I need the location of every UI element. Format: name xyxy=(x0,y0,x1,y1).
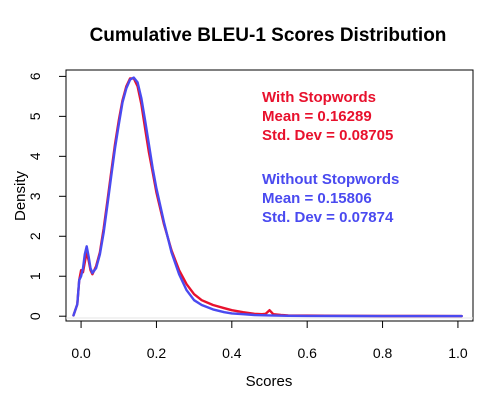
series-layer xyxy=(72,76,463,318)
y-tick-label: 3 xyxy=(27,192,43,200)
chart-title: Cumulative BLEU-1 Scores Distribution xyxy=(90,25,447,46)
y-tick-label: 4 xyxy=(27,152,43,160)
legend-series-stat: Std. Dev = 0.08705 xyxy=(262,127,393,144)
legend-series-stat: Mean = 0.16289 xyxy=(262,108,372,125)
x-tick-label: 1.0 xyxy=(448,345,468,361)
legend-series-stat: Std. Dev = 0.07874 xyxy=(262,209,394,226)
legend-series-stat: Mean = 0.15806 xyxy=(262,190,372,207)
y-tick-label: 6 xyxy=(27,72,43,80)
y-axis-label: Density xyxy=(12,170,29,221)
y-tick-label: 0 xyxy=(27,312,43,320)
y-tick-label: 5 xyxy=(27,112,43,120)
legend-series-name: With Stopwords xyxy=(262,89,376,106)
x-axis: 0.0 0.2 0.4 0.6 0.8 1.0 xyxy=(71,320,468,361)
series-line-without-stopwords xyxy=(72,76,463,318)
y-tick-label: 2 xyxy=(27,232,43,240)
y-axis: 0 1 2 3 4 5 6 xyxy=(27,72,67,320)
y-tick-label: 1 xyxy=(27,272,43,280)
x-tick-label: 0.4 xyxy=(222,345,242,361)
legend-series-name: Without Stopwords xyxy=(262,171,399,188)
x-axis-label: Scores xyxy=(246,373,293,390)
x-tick-label: 0.8 xyxy=(373,345,393,361)
x-tick-label: 0.6 xyxy=(297,345,317,361)
legend: With Stopwords Mean = 0.16289 Std. Dev = 0… xyxy=(262,89,399,226)
x-tick-label: 0.0 xyxy=(71,345,91,361)
x-tick-label: 0.2 xyxy=(147,345,167,361)
